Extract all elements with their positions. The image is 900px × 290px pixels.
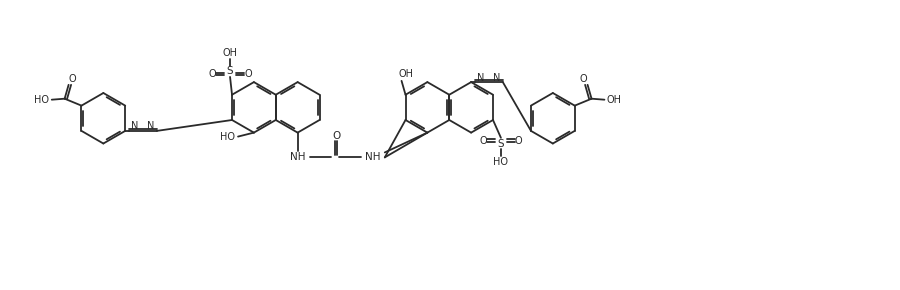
Text: S: S — [227, 66, 233, 76]
Text: N: N — [148, 122, 155, 131]
Text: O: O — [244, 69, 252, 79]
Text: N: N — [493, 73, 500, 83]
Text: HO: HO — [493, 157, 508, 166]
Text: O: O — [580, 74, 588, 84]
Text: O: O — [209, 69, 216, 79]
Text: N: N — [477, 73, 485, 83]
Text: HO: HO — [220, 132, 235, 142]
Text: OH: OH — [607, 95, 622, 105]
Text: NH: NH — [365, 152, 381, 162]
Text: OH: OH — [398, 69, 413, 79]
Text: O: O — [332, 130, 340, 141]
Text: O: O — [515, 136, 523, 146]
Text: NH: NH — [290, 152, 305, 162]
Text: N: N — [131, 122, 139, 131]
Text: O: O — [480, 136, 487, 146]
Text: HO: HO — [34, 95, 50, 105]
Text: OH: OH — [222, 48, 238, 58]
Text: O: O — [68, 74, 76, 84]
Text: S: S — [498, 139, 504, 149]
